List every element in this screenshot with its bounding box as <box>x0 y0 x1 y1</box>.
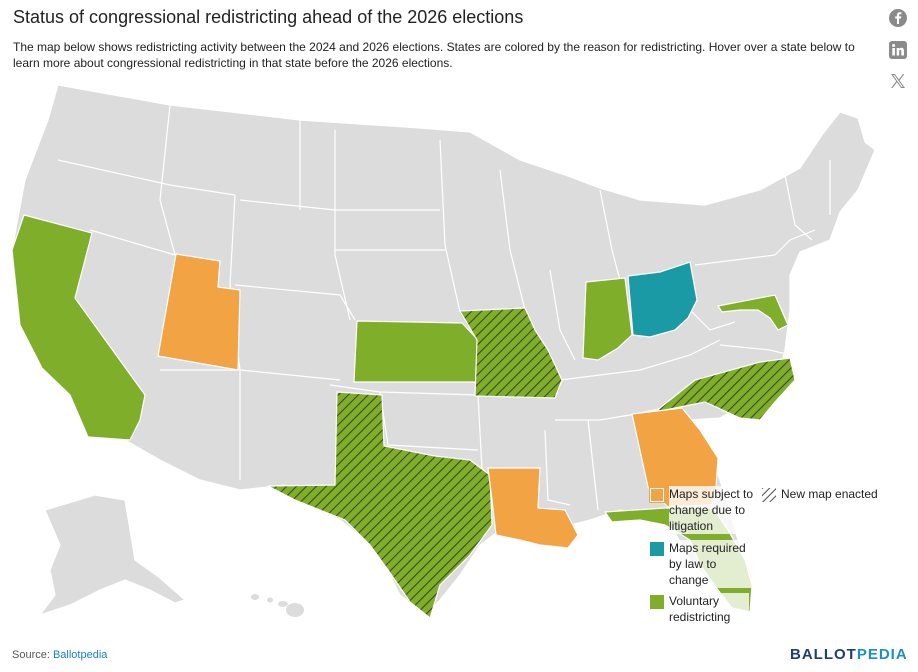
x-icon <box>891 74 905 88</box>
state-texas[interactable] <box>267 391 493 620</box>
state-borders <box>57 104 831 511</box>
state-hawaii[interactable] <box>251 594 304 617</box>
state-missouri[interactable] <box>458 307 563 399</box>
us-map <box>11 84 876 620</box>
legend-label-litigation: Maps subject to change due to litigation <box>669 486 769 534</box>
ballotpedia-logo[interactable]: BALLOTPEDIA <box>790 646 908 663</box>
page-title: Status of congressional redistricting ah… <box>13 7 524 27</box>
brand-part-2: PEDIA <box>856 646 908 663</box>
facebook-share-button[interactable] <box>884 6 912 30</box>
brand-part-1: BALLOT <box>790 646 857 663</box>
linkedin-share-button[interactable] <box>884 38 912 62</box>
legend-label-new-map: New map enacted <box>781 487 878 501</box>
legend-swatch-voluntary <box>650 595 664 609</box>
x-share-button[interactable] <box>884 69 912 93</box>
legend-swatch-required-by-law <box>650 542 664 556</box>
legend-label-voluntary: Voluntary redistricting <box>669 593 749 625</box>
source-credit: Source: Ballotpedia <box>12 649 107 661</box>
state-louisiana[interactable] <box>487 467 579 549</box>
state-california[interactable] <box>11 214 146 441</box>
state-maryland[interactable] <box>717 294 789 331</box>
page-description: The map below shows redistricting activi… <box>13 40 855 70</box>
legend-swatch-new-map <box>762 488 776 502</box>
source-label: Source: <box>12 649 53 661</box>
source-link[interactable]: Ballotpedia <box>52 649 108 661</box>
legend-item-required-by-law: Maps required by law to change <box>650 540 757 588</box>
state-indiana[interactable] <box>582 277 633 361</box>
state-utah[interactable] <box>157 253 241 371</box>
state-alaska[interactable] <box>38 494 187 617</box>
legend-item-litigation: Maps subject to change due to litigation <box>649 486 769 534</box>
legend-label-required-by-law: Maps required by law to change <box>669 540 757 588</box>
state-kansas[interactable] <box>353 320 479 383</box>
legend-item-new-map: New map enacted <box>762 486 878 502</box>
legend-swatch-litigation <box>649 487 665 503</box>
state-north-carolina[interactable] <box>654 357 796 421</box>
linkedin-icon <box>889 41 907 59</box>
facebook-icon <box>889 9 907 27</box>
state-ohio[interactable] <box>627 261 698 338</box>
legend-item-voluntary: Voluntary redistricting <box>650 593 749 625</box>
